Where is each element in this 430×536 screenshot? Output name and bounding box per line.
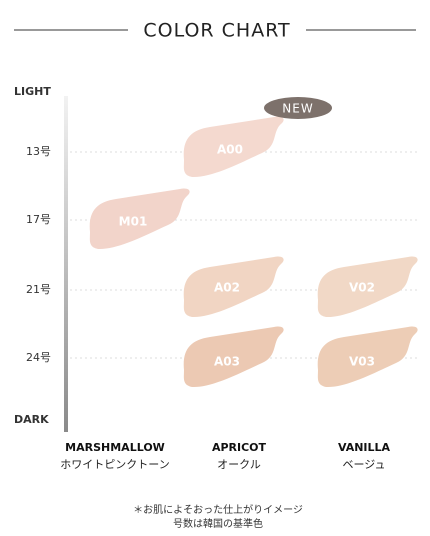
column-tone: ベージュ	[342, 458, 385, 471]
column-name: APRICOT	[212, 441, 267, 454]
footnote: ＊お肌によそおった仕上がりイメージ	[133, 503, 303, 516]
column-name: MARSHMALLOW	[65, 441, 165, 454]
swatch-label: M01	[119, 215, 148, 229]
new-badge	[264, 97, 332, 119]
scale-bar	[64, 96, 68, 432]
row-label: 21号	[26, 283, 51, 296]
scale-top: LIGHT	[14, 85, 51, 98]
swatch-label: A00	[217, 143, 243, 157]
swatch-label: A02	[214, 281, 240, 295]
row-label: 13号	[26, 145, 51, 158]
swatch-label: V03	[349, 355, 375, 369]
footnote: 号数は韓国の基準色	[173, 517, 263, 530]
row-label: 24号	[26, 351, 51, 364]
column-tone: ホワイトピンクトーン	[60, 458, 169, 471]
row-label: 17号	[26, 213, 51, 226]
scale-bottom: DARK	[14, 413, 49, 426]
column-tone: オークル	[217, 458, 261, 471]
title: COLOR CHART	[143, 20, 290, 42]
new-badge-text: NEW	[282, 102, 313, 116]
swatch-label: A03	[214, 355, 240, 369]
column-name: VANILLA	[338, 441, 391, 454]
swatch-label: V02	[349, 281, 375, 295]
